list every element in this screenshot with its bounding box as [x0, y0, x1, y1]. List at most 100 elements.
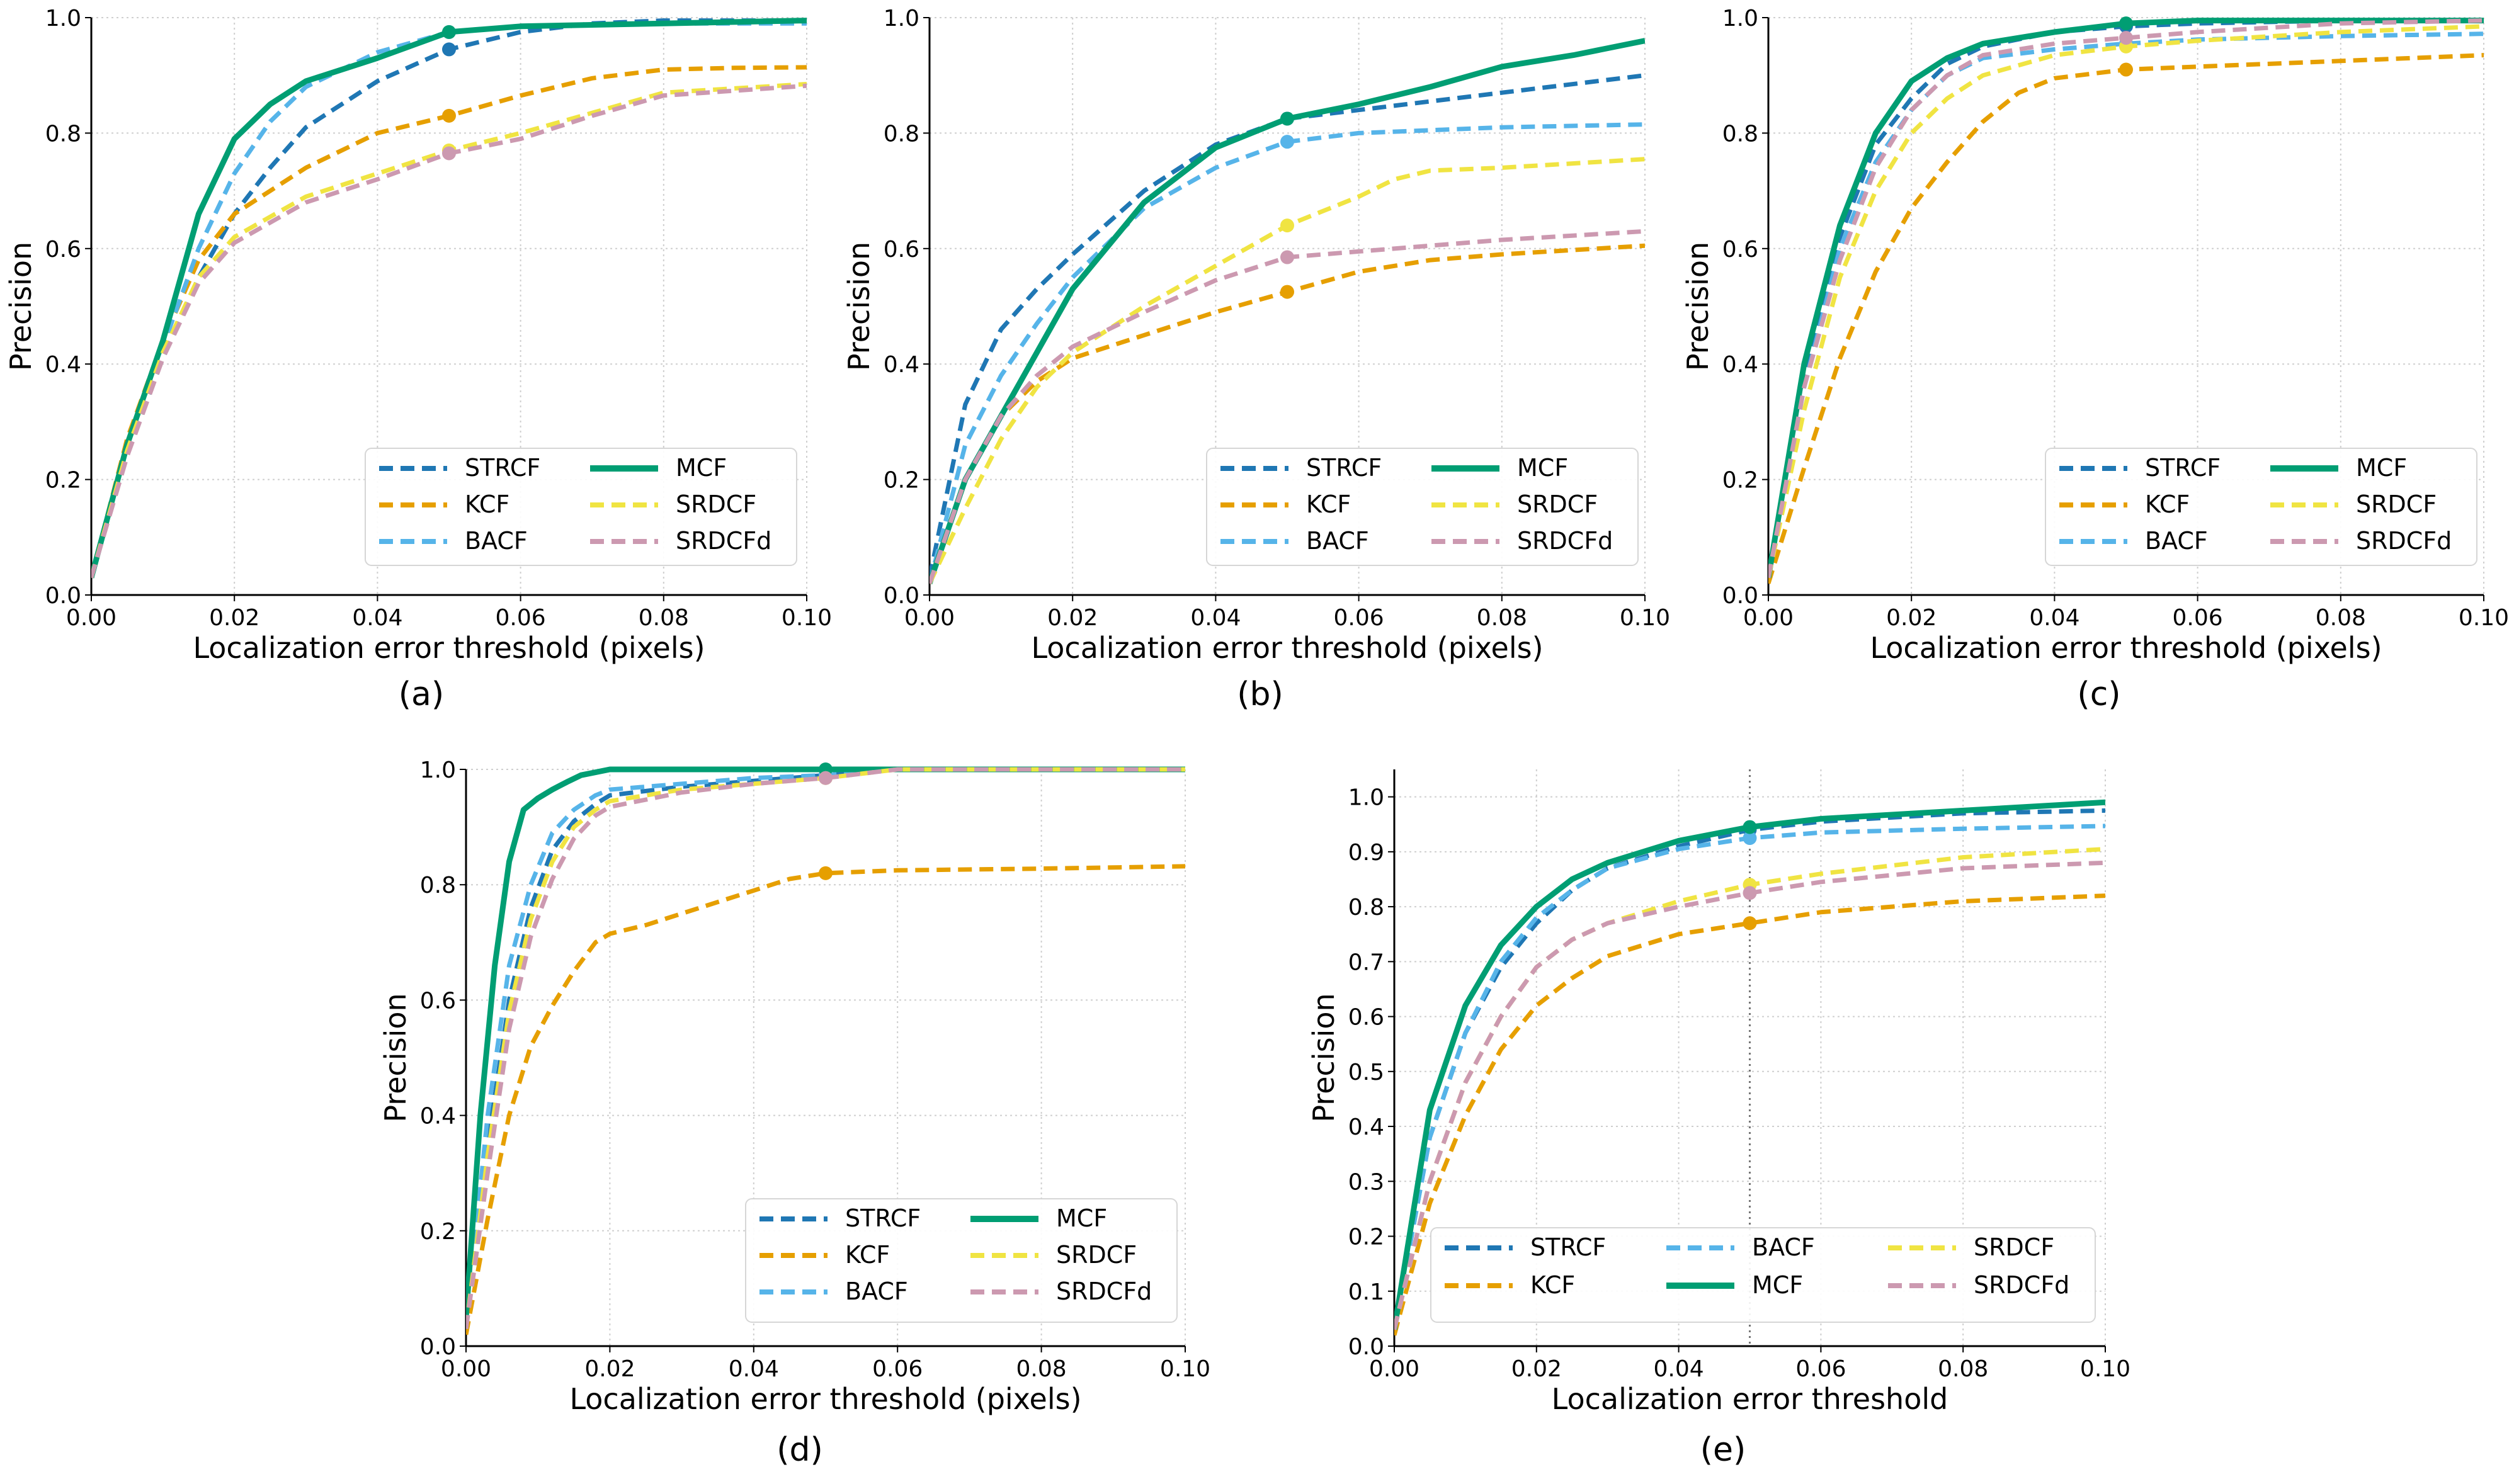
x-tick-label: 0.00: [66, 605, 117, 631]
y-tick-label: 0.5: [1348, 1060, 1384, 1085]
legend: STRCF KCF BACF MCF SRDCF SRDCFd: [745, 1198, 1178, 1323]
legend-label-bacf: BACF: [1306, 527, 1369, 555]
legend-label-kcf: KCF: [1530, 1271, 1575, 1299]
threshold-point-mcf: [442, 25, 456, 39]
panel-caption: (a): [399, 676, 444, 713]
legend-label-kcf: KCF: [845, 1241, 890, 1269]
x-tick-label: 0.06: [1334, 605, 1384, 631]
threshold-point-srdcfd: [1280, 250, 1294, 264]
threshold-point-mcf: [1280, 111, 1294, 126]
y-tick-label: 0.6: [1722, 237, 1758, 263]
legend-label-srdcf: SRDCF: [1056, 1241, 1137, 1269]
legend-label-srdcfd: SRDCFd: [1056, 1277, 1152, 1305]
legend-label-strcf: STRCF: [845, 1204, 921, 1232]
y-tick-label: 1.0: [1722, 6, 1758, 31]
chart-panel-e: 0.00 0.02 0.04 0.06 0.08 0.10 0.0 0.1 0.2 0.3 0.4 0…: [1307, 769, 2130, 1469]
panel-caption: (d): [776, 1431, 823, 1469]
threshold-point-bacf: [1743, 831, 1757, 846]
y-tick-label: 0.0: [420, 1334, 456, 1360]
legend-label-mcf: MCF: [1752, 1271, 1803, 1299]
x-tick-label: 0.00: [441, 1356, 491, 1382]
y-tick-label: 0.6: [1348, 1005, 1384, 1031]
y-tick-label: 1.0: [420, 757, 456, 783]
x-tick-label: 0.06: [496, 605, 546, 631]
legend-label-strcf: STRCF: [2145, 454, 2221, 482]
legend-label-mcf: MCF: [1056, 1204, 1107, 1232]
y-tick-label: 0.0: [1348, 1334, 1384, 1360]
panel-caption: (b): [1237, 676, 1283, 713]
legend-label-srdcf: SRDCF: [1974, 1233, 2054, 1261]
legend-label-strcf: STRCF: [465, 454, 540, 482]
threshold-point-srdcf: [1280, 218, 1294, 233]
y-axis-label: Precision: [1681, 242, 1715, 371]
legend-label-mcf: MCF: [1517, 454, 1568, 482]
x-tick-label: 0.10: [1620, 605, 1670, 631]
x-tick-label: 0.10: [2080, 1356, 2130, 1382]
x-tick-label: 0.10: [1160, 1356, 1210, 1382]
y-tick-label: 0.9: [1348, 840, 1384, 866]
chart-panel-d: 0.00 0.02 0.04 0.06 0.08 0.10 0.0 0.2 0.4 0.6 0.8 1…: [378, 757, 1210, 1469]
threshold-point-mcf: [2119, 16, 2133, 31]
x-tick-label: 0.08: [2316, 605, 2366, 631]
threshold-point-srdcfd: [442, 146, 456, 161]
series-line-mcf: [91, 18, 807, 579]
legend-label-strcf: STRCF: [1530, 1233, 1606, 1261]
series-line-kcf: [1394, 893, 2105, 1336]
legend-label-bacf: BACF: [2145, 527, 2208, 555]
series-line-srdcfd: [1394, 860, 2105, 1330]
y-tick-label: 0.8: [420, 873, 456, 898]
threshold-point-kcf: [1280, 285, 1294, 299]
series-line-bacf: [930, 122, 1645, 584]
legend-label-kcf: KCF: [465, 490, 509, 518]
x-tick-label: 0.06: [1795, 1356, 1846, 1382]
x-tick-label: 0.04: [2029, 605, 2079, 631]
x-tick-label: 0.02: [1886, 605, 1937, 631]
y-tick-label: 0.2: [884, 468, 919, 494]
x-axis-label: Localization error threshold (pixels): [1031, 631, 1543, 665]
y-tick-label: 0.7: [1348, 949, 1384, 975]
x-tick-label: 0.04: [1190, 605, 1241, 631]
panel-caption: (e): [1700, 1431, 1746, 1469]
y-axis-label: Precision: [1307, 993, 1341, 1122]
x-tick-label: 0.02: [584, 1356, 635, 1382]
legend: STRCF KCF BACF MCF SRDCF SRDCFd: [365, 448, 797, 566]
legend-label-srdcfd: SRDCFd: [1974, 1271, 2069, 1299]
series-line-kcf: [1768, 53, 2484, 584]
threshold-point-kcf: [2119, 62, 2133, 77]
x-tick-label: 0.00: [1743, 605, 1794, 631]
y-tick-label: 0.0: [1722, 583, 1758, 609]
legend-label-kcf: KCF: [1306, 490, 1351, 518]
x-tick-label: 0.04: [352, 605, 402, 631]
legend-label-srdcf: SRDCF: [676, 490, 756, 518]
series-line-strcf: [930, 73, 1645, 579]
legend-label-srdcf: SRDCF: [1517, 490, 1598, 518]
legend-box: [745, 1198, 1178, 1323]
x-axis-label: Localization error threshold (pixels): [1870, 631, 2382, 665]
legend: STRCF KCF BACF MCF SRDCF SRDCFd: [1430, 1227, 2096, 1323]
y-axis-label: Precision: [378, 993, 412, 1122]
x-tick-label: 0.02: [1511, 1356, 1562, 1382]
y-tick-label: 0.6: [45, 237, 81, 263]
x-axis-label: Localization error threshold: [1552, 1382, 1948, 1416]
legend-box: [365, 448, 797, 566]
legend-box: [1430, 1227, 2096, 1323]
series-line-kcf: [930, 243, 1645, 584]
series-line-strcf: [466, 767, 1185, 1329]
legend-label-bacf: BACF: [845, 1277, 908, 1305]
legend-label-srdcfd: SRDCFd: [1517, 527, 1613, 555]
threshold-point-bacf: [1280, 135, 1294, 149]
y-tick-label: 0.4: [1722, 352, 1758, 378]
y-tick-label: 1.0: [884, 6, 919, 31]
series-line-kcf: [466, 864, 1185, 1335]
x-axis-label: Localization error threshold (pixels): [569, 1382, 1081, 1416]
y-tick-label: 1.0: [1348, 785, 1384, 811]
series-line-srdcfd: [930, 229, 1645, 584]
x-tick-label: 0.10: [2459, 605, 2509, 631]
legend-label-strcf: STRCF: [1306, 454, 1382, 482]
x-tick-label: 0.06: [872, 1356, 923, 1382]
x-tick-label: 0.10: [782, 605, 832, 631]
y-tick-label: 0.1: [1348, 1279, 1384, 1305]
y-tick-label: 0.4: [884, 352, 919, 378]
y-tick-label: 0.2: [1722, 468, 1758, 494]
